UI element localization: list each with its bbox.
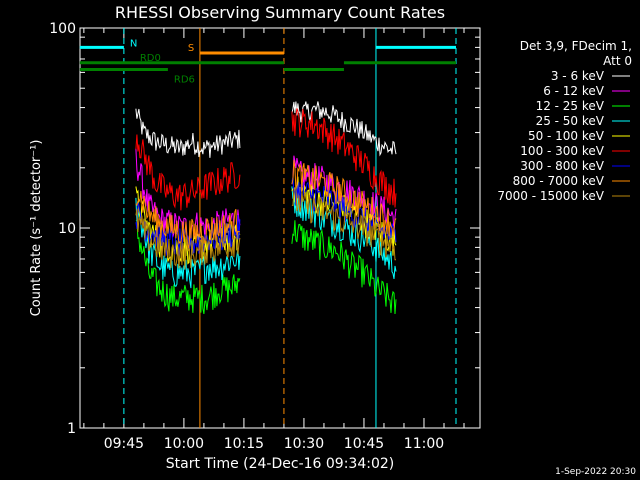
status-bars: N S RD0 RD6 <box>79 38 456 86</box>
legend-entry-label: 300 - 800 keV <box>520 159 604 173</box>
series-line <box>135 197 241 289</box>
legend-entry-label: 25 - 50 keV <box>536 114 605 128</box>
x-tick-label: 11:00 <box>404 436 444 452</box>
status-bar-label: RD0 <box>140 53 161 64</box>
legend-header: Att 0 <box>603 54 632 68</box>
series-line <box>135 108 241 158</box>
x-tick-label: 10:30 <box>284 436 324 452</box>
series-line <box>291 187 396 261</box>
series-line <box>135 202 241 256</box>
series-line <box>135 208 241 270</box>
legend-entry-label: 50 - 100 keV <box>528 129 605 143</box>
status-bar-label: S <box>188 43 194 54</box>
series-line <box>135 134 241 211</box>
series-line <box>135 190 240 250</box>
y-tick-label: 1 <box>67 421 76 437</box>
status-bar-label: RD6 <box>174 75 195 86</box>
y-axis-label: Count Rate (s⁻¹ detector⁻¹) <box>29 140 44 317</box>
status-bar-label: N <box>130 38 137 49</box>
legend-entry-label: 7000 - 15000 keV <box>497 189 604 203</box>
series-line <box>291 220 397 315</box>
legend-entry-label: 6 - 12 keV <box>543 84 605 98</box>
y-tick-label: 10 <box>58 221 76 237</box>
legend-entry-label: 3 - 6 keV <box>551 69 605 83</box>
series-line <box>135 219 241 314</box>
legend-entry-label: 12 - 25 keV <box>536 99 605 113</box>
x-tick-label: 09:45 <box>104 436 144 452</box>
series-line <box>291 159 397 237</box>
legend-header: Det 3,9, FDecim 1, <box>520 39 632 53</box>
legend-entry-label: 100 - 300 keV <box>520 144 604 158</box>
footer-timestamp: 1-Sep-2022 20:30 <box>555 467 636 477</box>
series-line <box>291 101 397 157</box>
chart-title: RHESSI Observing Summary Count Rates <box>115 3 445 22</box>
x-axis-label: Start Time (24-Dec-16 09:34:02) <box>166 456 394 472</box>
x-tick-label: 10:15 <box>224 436 264 452</box>
legend-entry-label: 800 - 7000 keV <box>513 174 605 188</box>
plot-frame <box>79 27 481 429</box>
y-tick-label: 100 <box>49 21 76 37</box>
x-axis: 09:45 10:00 10:15 10:30 10:45 11:00 <box>83 28 465 452</box>
series-line <box>291 108 397 208</box>
y-axis: 1 10 100 <box>49 21 480 437</box>
x-tick-label: 10:45 <box>344 436 384 452</box>
x-tick-label: 10:00 <box>164 436 204 452</box>
plot-series <box>135 101 397 315</box>
